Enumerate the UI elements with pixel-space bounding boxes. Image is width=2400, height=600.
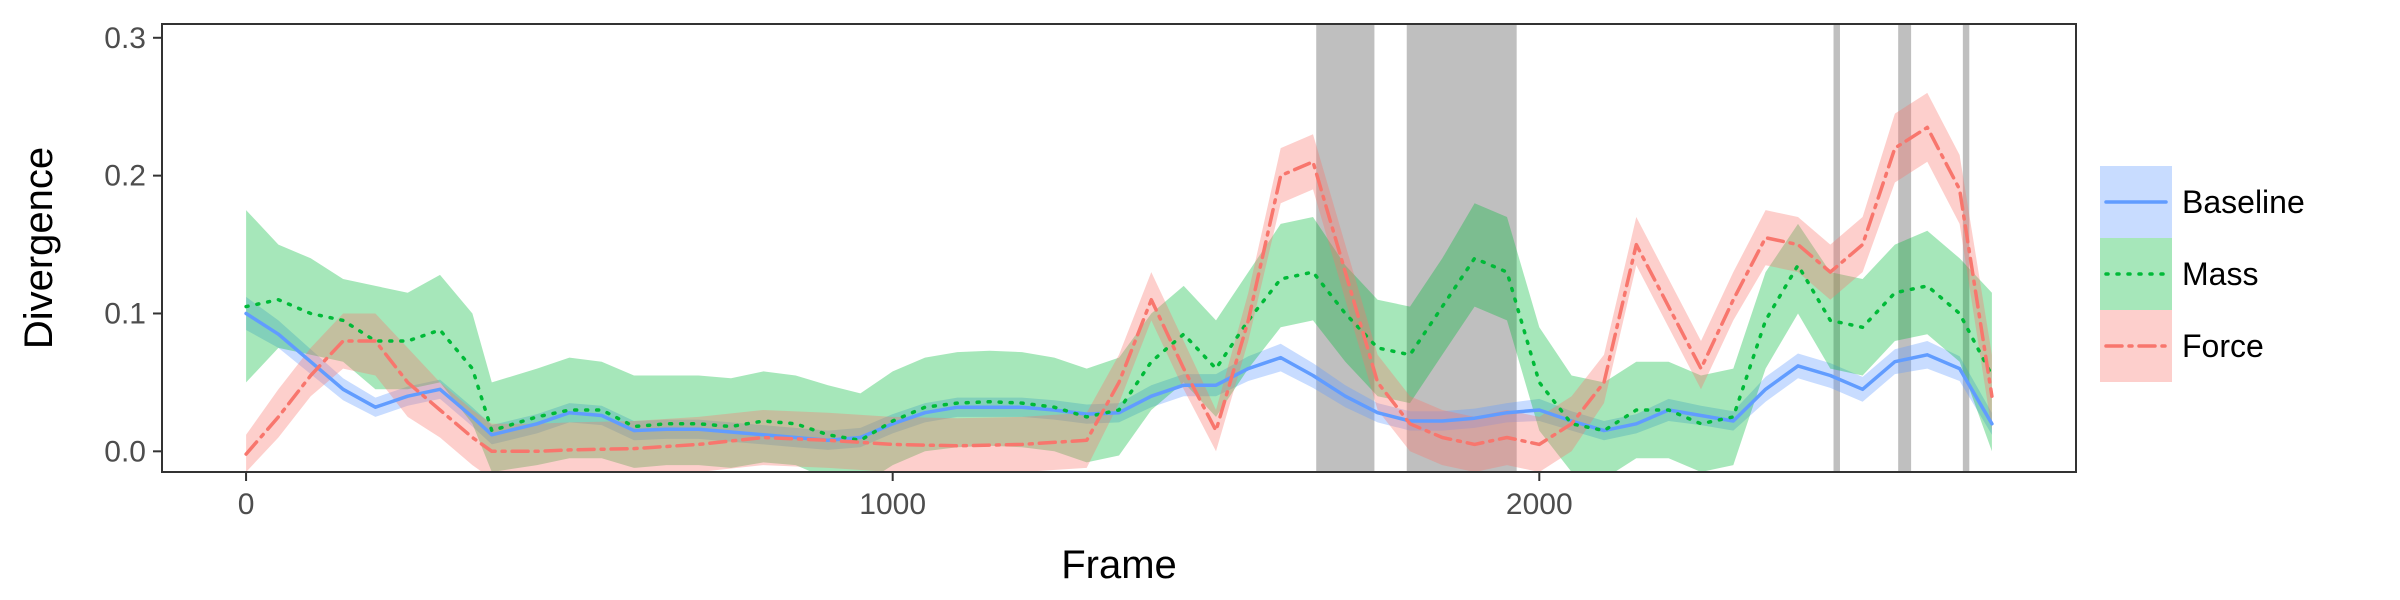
x-tick-label: 2000 xyxy=(1506,488,1573,521)
plot-layer xyxy=(244,24,1994,472)
y-tick-label: 0.3 xyxy=(104,22,146,55)
shaded-region-3 xyxy=(1833,24,1840,472)
legend-label-mass: Mass xyxy=(2182,256,2258,292)
y-tick-label: 0.0 xyxy=(104,435,146,468)
legend-label-force: Force xyxy=(2182,328,2264,364)
x-axis-title: Frame xyxy=(1061,543,1177,587)
y-axis: 0.0 0.1 0.2 0.3 xyxy=(104,22,162,468)
y-axis-title: Divergence xyxy=(17,147,61,349)
x-tick-label: 1000 xyxy=(859,488,926,521)
legend: Baseline Mass Force xyxy=(2100,166,2305,382)
legend-item-mass: Mass xyxy=(2100,238,2258,310)
x-axis: 0 1000 2000 xyxy=(238,472,1573,521)
baseline-line xyxy=(244,311,1994,443)
force-line xyxy=(244,125,1994,456)
force-ribbon xyxy=(246,92,1992,472)
x-tick-label: 0 xyxy=(238,488,255,521)
plot-panel-border xyxy=(161,23,2077,473)
legend-item-force: Force xyxy=(2100,310,2264,382)
shaded-region-2 xyxy=(1406,24,1517,472)
baseline-ribbon xyxy=(246,296,1992,450)
mass-ribbon xyxy=(246,203,1992,472)
legend-label-baseline: Baseline xyxy=(2182,184,2305,220)
mass-line xyxy=(244,256,1994,443)
y-tick-label: 0.1 xyxy=(104,297,146,330)
shaded-region-5 xyxy=(1962,24,1970,472)
legend-item-baseline: Baseline xyxy=(2100,166,2305,238)
y-tick-label: 0.2 xyxy=(104,160,146,193)
